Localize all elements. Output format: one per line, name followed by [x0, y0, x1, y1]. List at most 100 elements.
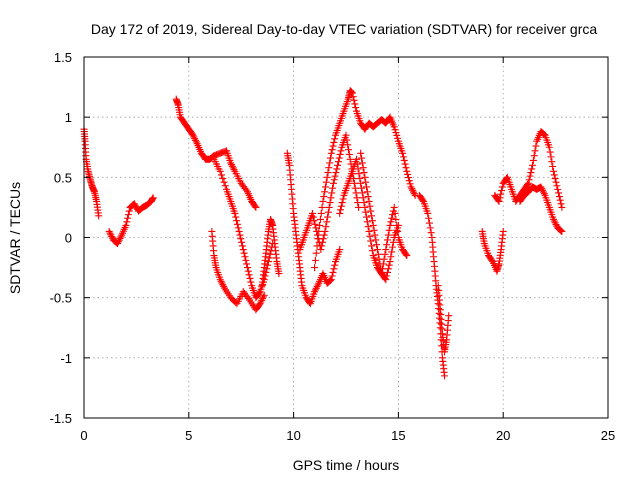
- data-point: [107, 231, 115, 239]
- data-point: [312, 284, 320, 292]
- data-point: [337, 206, 345, 214]
- data-point: [219, 175, 227, 183]
- data-point: [317, 246, 325, 254]
- data-point: [550, 215, 558, 223]
- data-point: [370, 226, 378, 234]
- data-point: [387, 218, 395, 226]
- data-point: [408, 185, 416, 193]
- data-point: [318, 203, 326, 211]
- data-point: [313, 283, 321, 291]
- data-point: [228, 161, 236, 169]
- data-point: [495, 197, 503, 205]
- series-s10: [336, 155, 411, 278]
- y-tick-label: 1: [65, 110, 72, 125]
- data-point: [117, 233, 125, 241]
- data-point: [386, 221, 394, 229]
- data-point: [375, 255, 383, 263]
- data-point: [328, 272, 336, 280]
- data-point: [547, 153, 555, 161]
- series-s7: [283, 149, 344, 308]
- series-s9: [311, 87, 419, 272]
- data-point: [311, 220, 319, 228]
- data-point: [233, 220, 241, 228]
- data-point: [326, 159, 334, 167]
- data-point: [537, 183, 545, 191]
- data-point: [359, 164, 367, 172]
- data-point: [404, 174, 412, 182]
- data-point: [264, 258, 272, 266]
- data-point: [328, 189, 336, 197]
- series-s14: [478, 227, 507, 275]
- y-tick-label: 0.5: [54, 170, 72, 185]
- series-s5: [208, 227, 268, 314]
- data-point: [331, 261, 339, 269]
- data-point: [358, 154, 366, 162]
- data-point: [353, 194, 361, 202]
- data-point: [312, 224, 320, 232]
- data-point: [255, 289, 263, 297]
- data-point: [220, 178, 228, 186]
- data-point: [322, 223, 330, 231]
- data-point: [238, 238, 246, 246]
- data-point: [368, 217, 376, 225]
- data-point: [403, 167, 411, 175]
- data-point: [367, 207, 375, 215]
- data-point: [354, 165, 362, 173]
- data-point: [246, 274, 254, 282]
- data-point: [314, 235, 322, 243]
- data-point: [240, 249, 248, 257]
- data-point: [402, 250, 410, 258]
- data-point: [441, 372, 449, 380]
- data-point: [354, 199, 362, 207]
- data-point: [390, 123, 398, 131]
- data-point: [373, 241, 381, 249]
- data-point: [367, 237, 375, 245]
- data-point: [557, 227, 565, 235]
- data-point: [545, 143, 553, 151]
- data-point: [327, 276, 335, 284]
- data-point: [265, 254, 273, 262]
- data-point: [241, 253, 249, 261]
- data-point: [326, 154, 334, 162]
- data-point: [333, 165, 341, 173]
- data-point: [328, 146, 336, 154]
- data-point: [392, 129, 400, 137]
- x-tick-label: 15: [391, 428, 405, 443]
- series-s11: [357, 149, 402, 284]
- data-point: [351, 184, 359, 192]
- data-point: [369, 221, 377, 229]
- data-point: [524, 181, 532, 189]
- data-point: [247, 278, 255, 286]
- data-point: [552, 221, 560, 229]
- data-point: [390, 203, 398, 211]
- data-point: [377, 265, 385, 273]
- data-point: [488, 256, 496, 264]
- data-point: [525, 176, 533, 184]
- data-point: [244, 267, 252, 275]
- data-point: [350, 96, 358, 104]
- data-point: [313, 242, 321, 250]
- series-s15: [491, 128, 566, 211]
- data-point: [260, 291, 268, 299]
- y-tick-label: -1.5: [50, 411, 72, 426]
- y-tick-labels: -1.5 -1 -0.5 0 0.5 1 1.5: [50, 50, 72, 426]
- data-point: [231, 209, 239, 217]
- data-point: [123, 218, 131, 226]
- data-point: [410, 190, 418, 198]
- data-point: [374, 250, 382, 258]
- data-point: [217, 277, 225, 285]
- data-point: [552, 178, 560, 186]
- data-point: [392, 215, 400, 223]
- data-point: [406, 180, 414, 188]
- data-point: [388, 214, 396, 222]
- data-point: [407, 183, 415, 191]
- data-point: [338, 199, 346, 207]
- data-point: [539, 186, 547, 194]
- data-point: [242, 186, 250, 194]
- data-point: [425, 219, 433, 227]
- data-point: [399, 149, 407, 157]
- data-point: [325, 203, 333, 211]
- data-point: [498, 183, 506, 191]
- data-point: [310, 217, 318, 225]
- data-point: [220, 282, 228, 290]
